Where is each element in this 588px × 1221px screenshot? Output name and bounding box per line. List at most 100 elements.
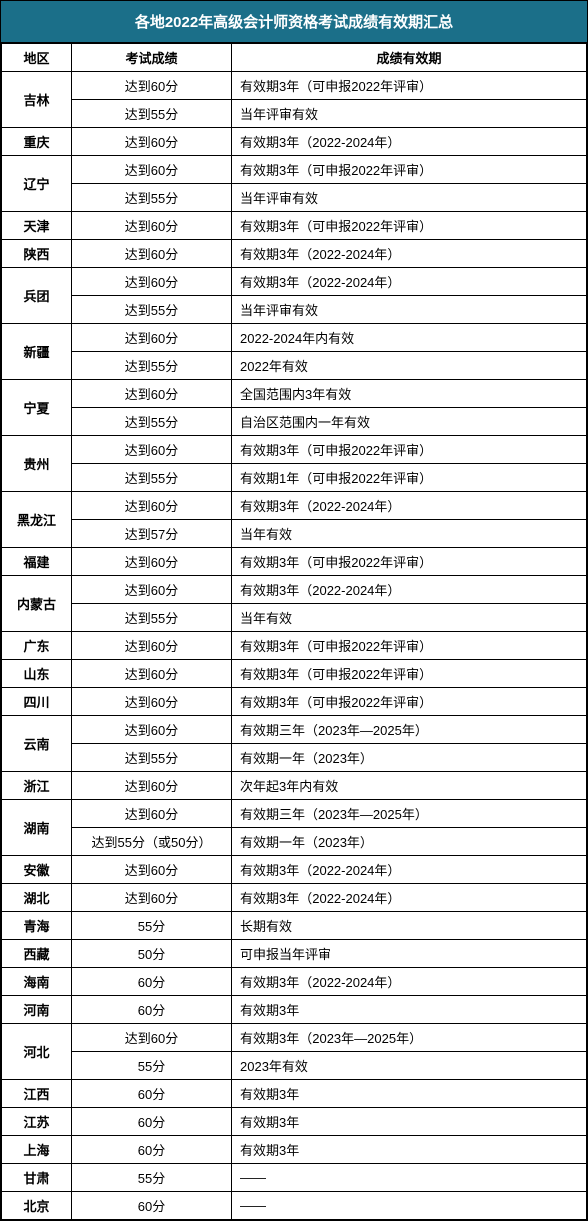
- cell-region: 甘肃: [2, 1164, 72, 1192]
- cell-region: 四川: [2, 688, 72, 716]
- table-row: 河南60分有效期3年: [2, 996, 587, 1024]
- cell-valid: 有效期3年（可申报2022年评审）: [232, 688, 587, 716]
- table-row: 西藏50分可申报当年评审: [2, 940, 587, 968]
- cell-score: 60分: [72, 996, 232, 1024]
- cell-valid: 有效期3年（2022-2024年）: [232, 492, 587, 520]
- cell-score: 达到60分: [72, 240, 232, 268]
- cell-score: 达到60分: [72, 212, 232, 240]
- cell-valid: 有效期3年（2022-2024年）: [232, 968, 587, 996]
- cell-score: 55分: [72, 1052, 232, 1080]
- cell-region: 天津: [2, 212, 72, 240]
- cell-valid: 当年有效: [232, 520, 587, 548]
- cell-score: 达到60分: [72, 380, 232, 408]
- header-score: 考试成绩: [72, 44, 232, 72]
- table-row: 河北达到60分有效期3年（2023年—2025年）: [2, 1024, 587, 1052]
- table-row: 达到57分当年有效: [2, 520, 587, 548]
- cell-region: 北京: [2, 1192, 72, 1220]
- table-row: 广东达到60分有效期3年（可申报2022年评审）: [2, 632, 587, 660]
- cell-valid: 有效期3年（可申报2022年评审）: [232, 632, 587, 660]
- cell-score: 60分: [72, 1192, 232, 1220]
- cell-score: 达到55分: [72, 296, 232, 324]
- cell-valid: 有效期3年（2022-2024年）: [232, 240, 587, 268]
- cell-valid: 有效期3年（2022-2024年）: [232, 856, 587, 884]
- cell-score: 50分: [72, 940, 232, 968]
- cell-score: 达到55分（或50分）: [72, 828, 232, 856]
- cell-region: 上海: [2, 1136, 72, 1164]
- cell-region: 宁夏: [2, 380, 72, 436]
- data-table: 地区 考试成绩 成绩有效期 吉林达到60分有效期3年（可申报2022年评审）达到…: [1, 43, 587, 1220]
- table-row: 北京60分——: [2, 1192, 587, 1220]
- table-row: 江苏60分有效期3年: [2, 1108, 587, 1136]
- table-row: 湖北达到60分有效期3年（2022-2024年）: [2, 884, 587, 912]
- cell-valid: 有效期3年（可申报2022年评审）: [232, 436, 587, 464]
- cell-score: 达到60分: [72, 128, 232, 156]
- cell-valid: 有效期三年（2023年—2025年）: [232, 800, 587, 828]
- cell-score: 达到60分: [72, 884, 232, 912]
- table-title: 各地2022年高级会计师资格考试成绩有效期汇总: [1, 1, 587, 43]
- header-row: 地区 考试成绩 成绩有效期: [2, 44, 587, 72]
- cell-score: 达到60分: [72, 632, 232, 660]
- table-row: 重庆达到60分有效期3年（2022-2024年）: [2, 128, 587, 156]
- table-row: 青海55分长期有效: [2, 912, 587, 940]
- cell-valid: 自治区范围内一年有效: [232, 408, 587, 436]
- cell-score: 55分: [72, 912, 232, 940]
- cell-region: 海南: [2, 968, 72, 996]
- cell-region: 新疆: [2, 324, 72, 380]
- cell-valid: ——: [232, 1192, 587, 1220]
- cell-score: 达到60分: [72, 1024, 232, 1052]
- cell-valid: 有效期3年: [232, 1136, 587, 1164]
- cell-score: 60分: [72, 968, 232, 996]
- cell-valid: 有效期3年（可申报2022年评审）: [232, 660, 587, 688]
- cell-valid: 有效期3年（2022-2024年）: [232, 128, 587, 156]
- cell-region: 江西: [2, 1080, 72, 1108]
- cell-region: 云南: [2, 716, 72, 772]
- cell-region: 安徽: [2, 856, 72, 884]
- cell-score: 达到60分: [72, 772, 232, 800]
- cell-valid: 全国范围内3年有效: [232, 380, 587, 408]
- table-container: 各地2022年高级会计师资格考试成绩有效期汇总 地区 考试成绩 成绩有效期 吉林…: [0, 0, 588, 1221]
- cell-valid: ——: [232, 1164, 587, 1192]
- cell-region: 陕西: [2, 240, 72, 268]
- cell-score: 达到55分: [72, 604, 232, 632]
- table-body: 吉林达到60分有效期3年（可申报2022年评审）达到55分当年评审有效重庆达到6…: [2, 72, 587, 1220]
- cell-valid: 有效期3年（可申报2022年评审）: [232, 72, 587, 100]
- table-row: 吉林达到60分有效期3年（可申报2022年评审）: [2, 72, 587, 100]
- cell-score: 达到57分: [72, 520, 232, 548]
- table-row: 甘肃55分——: [2, 1164, 587, 1192]
- cell-region: 吉林: [2, 72, 72, 128]
- cell-valid: 当年有效: [232, 604, 587, 632]
- cell-score: 达到60分: [72, 688, 232, 716]
- cell-score: 达到60分: [72, 492, 232, 520]
- table-row: 达到55分有效期1年（可申报2022年评审）: [2, 464, 587, 492]
- cell-region: 广东: [2, 632, 72, 660]
- cell-score: 达到60分: [72, 548, 232, 576]
- table-row: 兵团达到60分有效期3年（2022-2024年）: [2, 268, 587, 296]
- table-row: 55分2023年有效: [2, 1052, 587, 1080]
- table-row: 宁夏达到60分全国范围内3年有效: [2, 380, 587, 408]
- table-row: 达到55分（或50分）有效期一年（2023年）: [2, 828, 587, 856]
- cell-score: 达到60分: [72, 576, 232, 604]
- cell-valid: 当年评审有效: [232, 184, 587, 212]
- cell-score: 达到55分: [72, 744, 232, 772]
- cell-region: 福建: [2, 548, 72, 576]
- table-row: 达到55分2022年有效: [2, 352, 587, 380]
- table-row: 达到55分自治区范围内一年有效: [2, 408, 587, 436]
- cell-score: 55分: [72, 1164, 232, 1192]
- table-row: 江西60分有效期3年: [2, 1080, 587, 1108]
- cell-valid: 有效期3年（可申报2022年评审）: [232, 156, 587, 184]
- cell-score: 达到55分: [72, 352, 232, 380]
- table-row: 山东达到60分有效期3年（可申报2022年评审）: [2, 660, 587, 688]
- cell-score: 60分: [72, 1108, 232, 1136]
- header-region: 地区: [2, 44, 72, 72]
- cell-region: 重庆: [2, 128, 72, 156]
- cell-score: 达到55分: [72, 184, 232, 212]
- cell-valid: 可申报当年评审: [232, 940, 587, 968]
- cell-score: 达到60分: [72, 324, 232, 352]
- cell-valid: 有效期3年: [232, 1108, 587, 1136]
- cell-region: 黑龙江: [2, 492, 72, 548]
- cell-valid: 有效期3年: [232, 996, 587, 1024]
- cell-region: 兵团: [2, 268, 72, 324]
- cell-region: 贵州: [2, 436, 72, 492]
- table-row: 贵州达到60分有效期3年（可申报2022年评审）: [2, 436, 587, 464]
- cell-score: 达到55分: [72, 464, 232, 492]
